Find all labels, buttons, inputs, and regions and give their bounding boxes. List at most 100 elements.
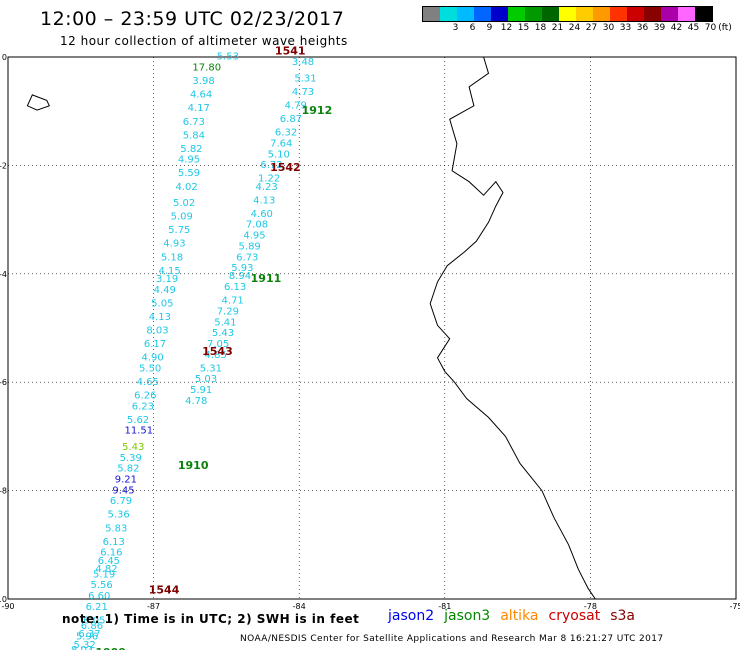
swh-readings: 5.53 3.48 17.80 5.31 3.98 4.73 4.64 4.79 4.17 6.8…: [71, 52, 317, 650]
swh-value-label: 6.73: [236, 252, 258, 263]
orbit-number-label: 1910: [178, 459, 209, 472]
swh-value-label: 5.93: [231, 263, 253, 274]
swh-value-label: 6.13: [224, 282, 246, 293]
legend-bin-label: 9: [486, 23, 493, 33]
satellite-s3a: s3a: [610, 608, 635, 624]
swh-value-label: 3.19: [156, 274, 178, 285]
swh-value-label: 8.94: [229, 271, 251, 282]
swh-value-label: 6.79: [110, 496, 132, 507]
swh-value-label: 6.13: [103, 537, 125, 548]
orbit-labels: 1541 1912 1542 1911 1543 1910 1544 1909: [95, 44, 332, 650]
swh-value-label: 5.89: [239, 241, 261, 252]
galapagos-island: [26, 94, 50, 111]
swh-value-label: 6.05: [83, 615, 105, 626]
swh-value-label: 4.13: [149, 312, 171, 323]
legend-bin-label: 18: [534, 23, 547, 33]
swh-value-label: 6.73: [183, 117, 205, 128]
legend-bin-label: 42: [670, 23, 683, 33]
lat-tick-label: 0: [2, 53, 7, 62]
legend-swatch: [423, 7, 440, 21]
swh-value-label: 5.31: [294, 73, 316, 84]
swh-value-label: 4.93: [163, 239, 185, 250]
color-legend-labels: 3 6 9 12 15 18 21 24 27 30 33 36 39 42 45 70 (ft): [422, 23, 740, 35]
swh-value-label: 6.16: [100, 548, 122, 559]
legend-swatch: [576, 7, 593, 21]
legend-swatch: [678, 7, 695, 21]
lon-tick-label: -81: [438, 602, 451, 611]
map-subtitle: 12 hour collection of altimeter wave hei…: [60, 34, 348, 48]
legend-bin-label: 15: [517, 23, 530, 33]
swh-value-label: 11.51: [124, 426, 153, 437]
swh-value-label: 6.26: [134, 390, 156, 401]
footer-credit: NOAA/NESDIS Center for Satellite Applica…: [240, 634, 664, 644]
swh-value-label: 3.48: [292, 57, 314, 68]
swh-value-label: 5.41: [214, 317, 236, 328]
legend-swatch: [627, 7, 644, 21]
legend-bin-label: 39: [653, 23, 666, 33]
swh-value-label: 4.95: [178, 155, 200, 166]
orbit-number-label: 1911: [251, 272, 282, 285]
swh-value-label: 6.32: [275, 128, 297, 139]
legend-bin-label: 3: [452, 23, 459, 33]
swh-value-label: 5.75: [168, 225, 190, 236]
swh-value-label: 5.02: [173, 198, 195, 209]
swh-value-label: 4.65: [137, 377, 159, 388]
axis-tick-labels: -90 -87 -84 -81 -78 -75 0 -2 -4 -6 -8 -10: [0, 53, 740, 611]
swh-value-label: 5.43: [122, 442, 144, 453]
color-legend-bar: [422, 6, 713, 22]
swh-value-label: 6.87: [280, 114, 302, 125]
south-america-coastline: [429, 56, 596, 600]
swh-value-label: 9.45: [112, 485, 134, 496]
legend-swatch: [610, 7, 627, 21]
orbit-number-label: 1909: [95, 646, 126, 650]
swh-value-label: 4.60: [251, 209, 273, 220]
lon-tick-label: -78: [584, 602, 597, 611]
swh-value-label: 5.31: [200, 363, 222, 374]
orbit-number-label: 1543: [202, 345, 233, 358]
swh-value-label: 4.85: [205, 350, 227, 361]
legend-swatch: [661, 7, 678, 21]
swh-value-label: 5.53: [217, 52, 239, 63]
swh-value-label: 5.82: [117, 464, 139, 475]
legend-bin-label: 36: [636, 23, 649, 33]
swh-value-label: 5.56: [91, 580, 113, 591]
swh-value-label: 17.80: [192, 63, 221, 74]
lon-tick-label: -84: [293, 602, 306, 611]
swh-value-label: 4.79: [285, 100, 307, 111]
swh-value-label: 1.22: [258, 174, 280, 185]
satellite-jason2: jason2: [388, 608, 435, 624]
swh-value-label: 4.15: [158, 266, 180, 277]
swh-value-label: 4.71: [222, 296, 244, 307]
swh-value-label: 6.37: [78, 629, 100, 640]
swh-value-label: 6.45: [98, 556, 120, 567]
lat-tick-label: -8: [0, 487, 7, 496]
orbit-number-label: 1544: [149, 584, 180, 597]
legend-swatch: [542, 7, 559, 21]
legend-swatch: [525, 7, 542, 21]
swh-value-label: 4.64: [190, 90, 212, 101]
map-title: 12:00 – 23:59 UTC 02/23/2017: [40, 8, 345, 30]
swh-value-label: 4.95: [243, 231, 265, 242]
lon-tick-label: -87: [147, 602, 160, 611]
lat-tick-label: -10: [0, 595, 7, 604]
swh-value-label: 3.98: [192, 76, 214, 87]
swh-value-label: 4.82: [95, 564, 117, 575]
legend-swatch: [474, 7, 491, 21]
swh-value-label: 5.59: [178, 168, 200, 179]
legend-bin-label: 6: [469, 23, 476, 33]
lat-tick-label: -2: [0, 161, 7, 170]
swh-value-label: 5.91: [190, 385, 212, 396]
legend-swatch: [491, 7, 508, 21]
legend-swatch: [440, 7, 457, 21]
map-frame: [7, 56, 737, 600]
swh-value-label: 4.90: [141, 353, 163, 364]
satellite-legend: jason2 jason3 altika cryosat s3a: [388, 608, 645, 624]
swh-value-label: 8.03: [71, 645, 93, 650]
legend-swatch: [457, 7, 474, 21]
swh-value-label: 5.43: [212, 328, 234, 339]
legend-bin-label: 70: [704, 23, 717, 33]
swh-value-label: 7.29: [217, 306, 239, 317]
swh-value-label: 7.08: [246, 220, 268, 231]
swh-value-label: 4.23: [256, 182, 278, 193]
